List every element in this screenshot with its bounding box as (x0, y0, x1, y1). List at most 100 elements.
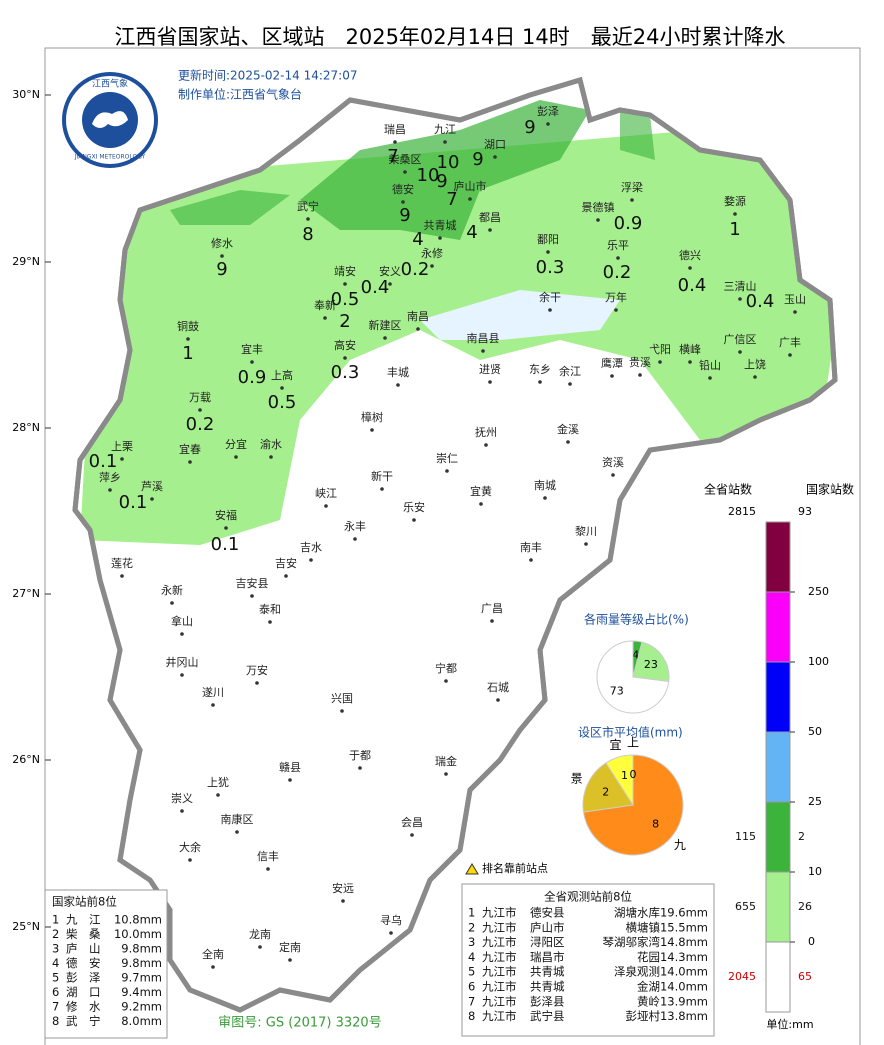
provincial-cell: 九江市 (482, 1009, 517, 1023)
city-label: 南康区 (221, 812, 254, 826)
city-dot (380, 487, 384, 491)
city-dot (323, 316, 327, 320)
pie-value-label: 73 (610, 684, 624, 697)
city-label: 德兴 (679, 248, 701, 262)
city-dot (288, 958, 292, 962)
update-time: 更新时间:2025-02-14 14:27:07 (178, 68, 358, 83)
rain-amount: 9 (399, 205, 410, 226)
national-cell: 4 (52, 956, 59, 970)
rain-amount: 0.4 (361, 277, 390, 298)
city-dot (733, 212, 737, 216)
pie-slice (632, 641, 670, 683)
provincial-cell: 1 (468, 906, 475, 920)
city-dot (584, 542, 588, 546)
pie-levels-title: 各雨量等级占比(%) (584, 612, 689, 627)
provincial-cell: 7 (468, 994, 475, 1008)
city-dot (396, 383, 400, 387)
provincial-cell: 13.8mm (660, 1009, 708, 1023)
national-cell: 8 (52, 1014, 59, 1028)
city-label: 广昌 (481, 602, 503, 615)
pie-slice-label: 九 (674, 838, 686, 852)
city-label: 上饶 (744, 358, 766, 371)
lat-label: 30°N (12, 88, 40, 101)
city-dot (324, 504, 328, 508)
city-label: 定南 (279, 940, 301, 954)
city-dot (566, 440, 570, 444)
city-dot (170, 601, 174, 605)
city-label: 吉安 (275, 556, 297, 570)
city-dot (198, 408, 202, 412)
city-dot (738, 297, 742, 301)
legend-count-provincial: 115 (735, 830, 756, 843)
city-label: 寻乌 (380, 913, 402, 927)
provincial-cell: 湖塘水库 (614, 906, 660, 920)
legend-threshold: 100 (808, 655, 829, 668)
provincial-cell: 九江市 (482, 935, 517, 949)
legend-header-national: 国家站数 (806, 482, 854, 497)
city-label: 共青城 (424, 219, 457, 232)
provincial-cell: 14.0mm (660, 965, 708, 979)
national-cell: 10.8mm (114, 913, 162, 927)
rain-amount: 7 (387, 146, 398, 167)
city-label: 萍乡 (99, 471, 121, 484)
city-label: 东乡 (529, 363, 551, 376)
city-dot (343, 356, 347, 360)
city-dot (306, 217, 310, 221)
provincial-cell: 花园 (637, 950, 660, 964)
city-label: 鹰潭 (601, 356, 623, 370)
national-cell: 修 水 (66, 1000, 101, 1014)
legend-count-national: 26 (798, 900, 812, 913)
city-label: 信丰 (257, 850, 279, 863)
city-dot (120, 457, 124, 461)
rain-amount: 0.9 (614, 213, 643, 234)
city-label: 泰和 (259, 602, 281, 616)
provincial-cell: 彭泽县 (530, 994, 565, 1008)
rain-amount: 7 (446, 189, 457, 210)
rain-amount: 0.4 (746, 291, 775, 312)
legend-count-national: 2 (798, 830, 805, 843)
city-dot (445, 469, 449, 473)
rain-amount: 4 (412, 229, 423, 250)
city-dot (224, 526, 228, 530)
city-dot (211, 965, 215, 969)
city-label: 崇仁 (436, 452, 458, 465)
city-label: 安福 (215, 508, 237, 522)
rain-amount: 0.1 (89, 451, 118, 472)
national-cell: 德 安 (66, 956, 101, 970)
provincial-cell: 九江市 (482, 920, 517, 934)
logo-cloud (92, 111, 128, 128)
provincial-cell: 浔阳区 (530, 935, 565, 949)
provincial-cell: 九江市 (482, 906, 517, 920)
city-label: 峡江 (315, 486, 337, 500)
rain-amount: 0.5 (331, 289, 360, 310)
city-dot (688, 360, 692, 364)
rain-amount: 2 (339, 311, 350, 332)
city-dot (546, 122, 550, 126)
map-approval: 审图号: GS (2017) 3320号 (218, 1016, 381, 1031)
city-label: 井冈山 (166, 655, 199, 669)
provincial-cell: 武宁县 (530, 1009, 565, 1023)
city-dot (269, 455, 273, 459)
legend-count-provincial: 2045 (728, 970, 756, 983)
city-dot (753, 375, 757, 379)
city-dot (568, 382, 572, 386)
city-dot (280, 386, 284, 390)
city-label: 万年 (605, 290, 627, 304)
pie-value-label: 4 (632, 649, 639, 662)
city-label: 鄱阳 (537, 233, 559, 246)
rain-amount: 0.5 (268, 392, 297, 413)
city-label: 德安 (392, 182, 414, 196)
rain-overlay (80, 100, 835, 545)
city-label: 吉水 (300, 541, 322, 554)
city-dot (180, 632, 184, 636)
city-dot (250, 360, 254, 364)
provincial-cell: 共青城 (530, 980, 565, 994)
city-label: 遂川 (202, 685, 224, 699)
city-dot (358, 766, 362, 770)
provincial-cell: 5 (468, 965, 475, 979)
city-dot (341, 899, 345, 903)
city-dot (614, 308, 618, 312)
city-dot (284, 574, 288, 578)
legend-count-national: 65 (798, 970, 812, 983)
